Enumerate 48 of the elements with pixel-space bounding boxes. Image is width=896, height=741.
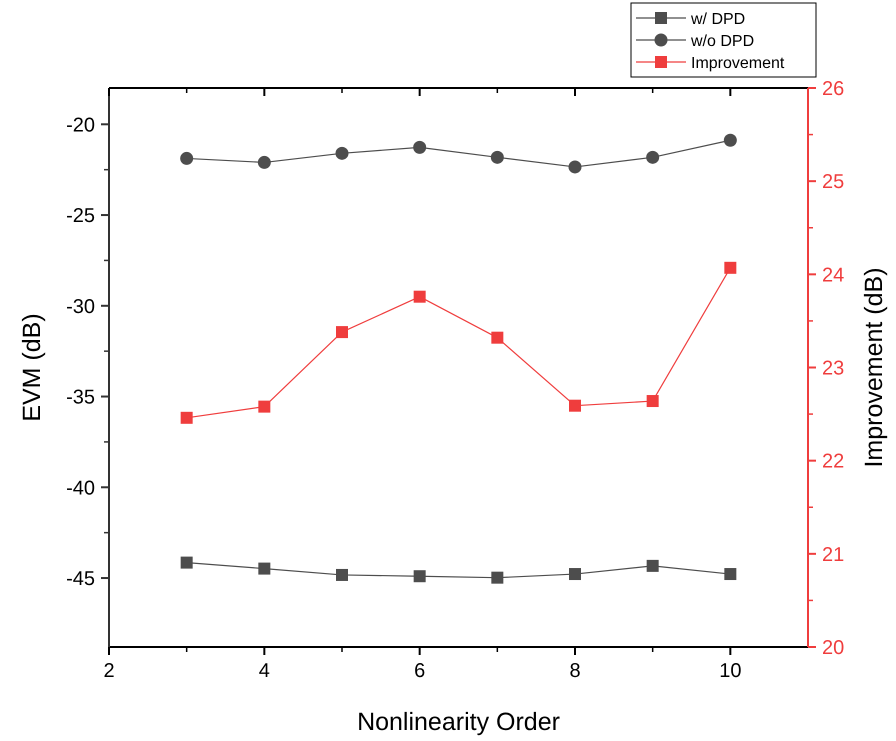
y2-tick-label: 23 xyxy=(822,358,844,380)
point xyxy=(724,262,736,274)
point xyxy=(413,140,426,154)
legend-label: w/o DPD xyxy=(690,33,754,50)
y-tick-label: -25 xyxy=(66,205,95,228)
y2-axis-title: Improvement (dB) xyxy=(860,267,888,468)
legend-label: w/ DPD xyxy=(690,11,746,28)
y-tick-label: -20 xyxy=(66,114,95,136)
point xyxy=(491,332,504,344)
x-tick-label: 6 xyxy=(414,660,426,682)
y2-tick-label: 25 xyxy=(822,171,844,194)
point xyxy=(646,395,659,408)
point xyxy=(724,568,736,580)
point xyxy=(180,556,193,569)
y-tick-label: -35 xyxy=(66,386,95,409)
point xyxy=(258,562,270,575)
legend-label: Improvement xyxy=(691,55,785,72)
point xyxy=(724,134,737,147)
y2-tick-label: 24 xyxy=(822,264,844,286)
point xyxy=(491,572,504,584)
point xyxy=(258,400,270,413)
point xyxy=(414,290,426,303)
point xyxy=(258,156,271,169)
y-tick-label: -40 xyxy=(66,477,95,500)
x-axis-title: Nonlinearity Order xyxy=(357,708,560,736)
point xyxy=(490,150,504,164)
y-tick-label: -45 xyxy=(66,568,95,590)
point xyxy=(414,570,426,582)
y-tick-label: -30 xyxy=(66,296,95,318)
point xyxy=(568,160,582,174)
point xyxy=(569,568,581,580)
y2-tick-label: 26 xyxy=(822,78,844,100)
y2-tick-label: 22 xyxy=(822,450,844,473)
y-axis-title: EVM (dB) xyxy=(18,313,46,422)
point xyxy=(336,326,348,338)
x-tick-label: 2 xyxy=(103,660,115,682)
point xyxy=(336,146,348,160)
x-tick-label: 10 xyxy=(719,660,742,682)
point xyxy=(180,412,193,424)
y2-tick-label: 20 xyxy=(822,637,844,659)
point xyxy=(180,152,194,165)
x-tick-label: 8 xyxy=(569,660,581,682)
point xyxy=(336,568,348,581)
y2-tick-label: 21 xyxy=(822,544,844,566)
point xyxy=(646,560,659,572)
x-tick-label: 4 xyxy=(258,660,270,682)
point xyxy=(646,150,660,164)
point xyxy=(569,400,581,412)
